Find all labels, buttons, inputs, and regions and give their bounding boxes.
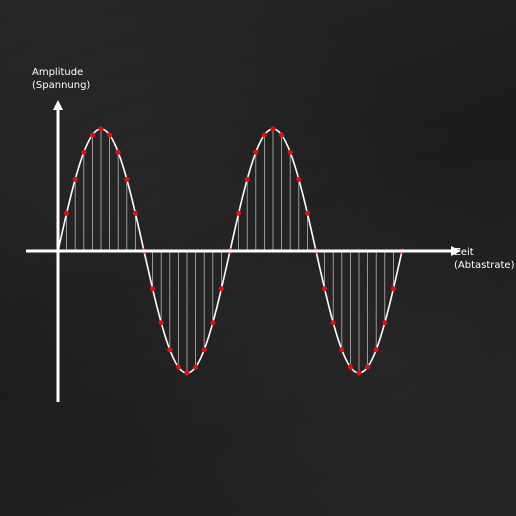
sample-point	[244, 176, 250, 182]
sample-point	[373, 347, 379, 353]
sample-point	[98, 126, 104, 132]
sample-point	[210, 320, 216, 326]
x-axis-label: Zeit (Abtastrate)	[454, 246, 514, 272]
sample-point	[330, 320, 336, 326]
sample-point	[236, 210, 242, 216]
sample-point	[356, 370, 362, 376]
y-axis-label-line2: (Spannung)	[32, 80, 91, 91]
sample-point	[287, 149, 293, 155]
y-axis-label-line1: Amplitude	[32, 67, 84, 78]
y-axis-label: Amplitude (Spannung)	[32, 66, 90, 92]
sample-point	[193, 364, 199, 370]
sample-point	[339, 347, 345, 353]
sample-point	[89, 132, 95, 138]
sample-point	[347, 364, 353, 370]
sample-point	[132, 210, 138, 216]
sample-point	[322, 286, 328, 292]
sample-point	[124, 176, 130, 182]
sample-point	[81, 149, 87, 155]
sample-point	[201, 347, 207, 353]
sample-point	[184, 370, 190, 376]
sample-point	[253, 149, 259, 155]
sample-point	[304, 210, 310, 216]
sample-point	[390, 286, 396, 292]
sample-point	[261, 132, 267, 138]
sample-lines	[66, 129, 394, 373]
sample-point	[167, 347, 173, 353]
sample-point	[382, 320, 388, 326]
sample-point	[158, 320, 164, 326]
sample-point	[365, 364, 371, 370]
sample-point	[175, 364, 181, 370]
sample-point	[64, 210, 70, 216]
sample-point	[107, 132, 113, 138]
sample-point	[218, 286, 224, 292]
sample-point	[115, 149, 121, 155]
sample-point	[270, 126, 276, 132]
x-axis-label-line1: Zeit	[454, 247, 474, 258]
sample-point	[296, 176, 302, 182]
sample-point	[279, 132, 285, 138]
x-axis-label-line2: (Abtastrate)	[454, 260, 515, 271]
sample-point	[150, 286, 156, 292]
sample-point	[72, 176, 78, 182]
